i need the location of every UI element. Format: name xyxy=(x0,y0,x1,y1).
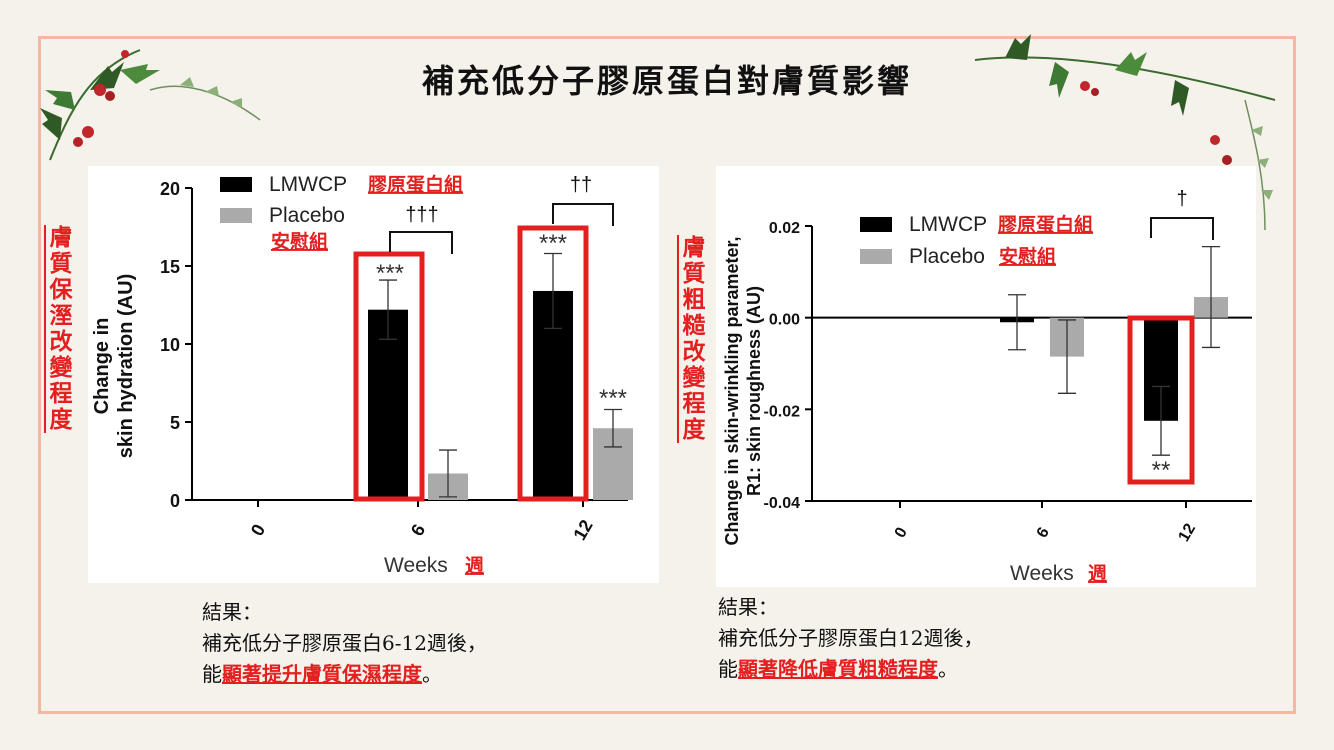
result-emphasis: 顯著提升膚質保濕程度 xyxy=(222,662,422,686)
side-label-char: 保 xyxy=(49,276,73,303)
y-tick-label: 0.02 xyxy=(769,220,800,237)
y-tick-label: 15 xyxy=(160,257,180,277)
legend-placebo-label: Placebo xyxy=(269,204,345,227)
highlight-box xyxy=(517,225,589,502)
result-suffix: 。 xyxy=(938,657,958,681)
significance-daggers: †† xyxy=(570,174,592,196)
x-axis-label: Weeks xyxy=(384,554,448,577)
bar-lmwcp xyxy=(368,309,408,500)
legend-placebo-swatch xyxy=(220,208,252,223)
significance-stars: *** xyxy=(599,385,627,412)
side-label-char: 粗 xyxy=(682,286,706,313)
y-axis-label-line2: skin hydration (AU) xyxy=(115,274,137,458)
result-line2: 能顯著降低膚質粗糙程度。 xyxy=(718,654,983,685)
x-tick-label: 6 xyxy=(1034,525,1053,541)
result-prefix: 能 xyxy=(202,662,222,686)
significance-daggers: ††† xyxy=(405,204,438,226)
x-tick-label: 12 xyxy=(569,516,596,543)
significance-stars: *** xyxy=(539,230,567,257)
side-label-char: 膚 xyxy=(49,224,73,251)
highlight-box xyxy=(353,251,425,502)
highlight-box xyxy=(1127,315,1195,485)
y-tick-label: 20 xyxy=(160,179,180,199)
side-label-char: 度 xyxy=(49,406,73,433)
y-axis-label-line1: Change in skin-wrinkling parameter, xyxy=(722,236,742,545)
y-axis-label-line2: R1: skin roughness (AU) xyxy=(744,286,764,496)
side-label-char: 溼 xyxy=(49,302,73,329)
hydration-chart-panel: 0 5 10 15 20 0 6 12 *** *** *** ††† †† LMWCP 膠原蛋白組 … xyxy=(88,166,659,583)
left-chart-side-label: 膚質保溼改變程度 xyxy=(44,225,74,433)
side-label-char: 度 xyxy=(682,416,706,443)
result-emphasis: 顯著降低膚質粗糙程度 xyxy=(738,657,938,681)
side-label-char: 程 xyxy=(682,390,706,417)
significance-bracket xyxy=(1150,217,1214,240)
left-result-text: 結果： 補充低分子膠原蛋白6-12週後， 能顯著提升膚質保濕程度。 xyxy=(202,597,487,690)
significance-stars: ** xyxy=(1152,457,1171,484)
y-tick-label: 0 xyxy=(170,491,180,511)
side-label-char: 變 xyxy=(49,354,73,381)
legend-placebo-label: Placebo xyxy=(909,245,985,268)
significance-daggers: † xyxy=(1176,188,1187,210)
result-line1: 補充低分子膠原蛋白12週後， xyxy=(718,626,984,650)
legend-placebo-zh: 安慰組 xyxy=(999,245,1056,268)
result-prefix: 能 xyxy=(718,657,738,681)
side-label-char: 改 xyxy=(682,338,706,365)
x-axis-label-zh: 週 xyxy=(1088,563,1107,585)
slide-title: 補充低分子膠原蛋白對膚質影響 xyxy=(421,62,912,100)
holly-decoration-left-icon xyxy=(40,49,261,161)
legend-lmwcp-label: LMWCP xyxy=(909,213,987,236)
legend-placebo-zh: 安慰組 xyxy=(271,230,328,253)
side-label-char: 變 xyxy=(682,364,706,391)
side-label-char: 改 xyxy=(49,328,73,355)
holly-decoration-right-icon xyxy=(974,34,1276,231)
side-label-char: 膚 xyxy=(682,234,706,261)
result-line1: 補充低分子膠原蛋白6-12週後， xyxy=(202,631,487,655)
x-tick-label: 12 xyxy=(1175,521,1199,545)
legend-placebo-swatch xyxy=(860,249,892,264)
side-label-char: 質 xyxy=(49,250,73,277)
side-label-char: 糙 xyxy=(682,312,706,339)
significance-stars: *** xyxy=(376,260,404,287)
x-tick-label: 0 xyxy=(247,521,269,540)
y-tick-label: -0.02 xyxy=(764,403,801,420)
result-suffix: 。 xyxy=(422,662,442,686)
x-tick-label: 6 xyxy=(407,521,429,540)
roughness-chart-panel: -0.04 -0.02 0.00 0.02 0 6 12 ** † LMWCP 膠原蛋白組 P… xyxy=(716,166,1256,587)
legend-lmwcp-label: LMWCP xyxy=(269,173,347,196)
legend-lmwcp-zh: 膠原蛋白組 xyxy=(998,213,1093,236)
significance-bracket xyxy=(552,203,614,226)
x-axis-label: Weeks xyxy=(1010,562,1074,585)
y-tick-label: 5 xyxy=(170,413,180,433)
y-tick-label: 10 xyxy=(160,335,180,355)
slide-frame xyxy=(38,36,1296,714)
significance-bracket xyxy=(389,231,453,254)
legend-lmwcp-swatch xyxy=(220,177,252,192)
y-tick-label: 0.00 xyxy=(769,312,800,329)
right-chart-side-label: 膚質粗糙改變程度 xyxy=(677,235,707,443)
roughness-chart: -0.04 -0.02 0.00 0.02 0 6 12 ** † LMWCP 膠原蛋白組 P… xyxy=(722,188,1252,585)
result-heading: 結果： xyxy=(202,600,262,624)
y-axis-label-line1: Change in xyxy=(91,318,113,415)
result-line2: 能顯著提升膚質保濕程度。 xyxy=(202,659,487,690)
side-label-char: 質 xyxy=(682,260,706,287)
right-result-text: 結果： 補充低分子膠原蛋白12週後， 能顯著降低膚質粗糙程度。 xyxy=(718,592,983,685)
x-tick-label: 0 xyxy=(892,525,911,541)
x-axis-label-zh: 週 xyxy=(465,555,484,577)
legend-lmwcp-swatch xyxy=(860,217,892,232)
result-heading: 結果： xyxy=(718,595,778,619)
legend-lmwcp-zh: 膠原蛋白組 xyxy=(368,173,463,196)
side-label-char: 程 xyxy=(49,380,73,407)
y-tick-label: -0.04 xyxy=(764,495,801,512)
